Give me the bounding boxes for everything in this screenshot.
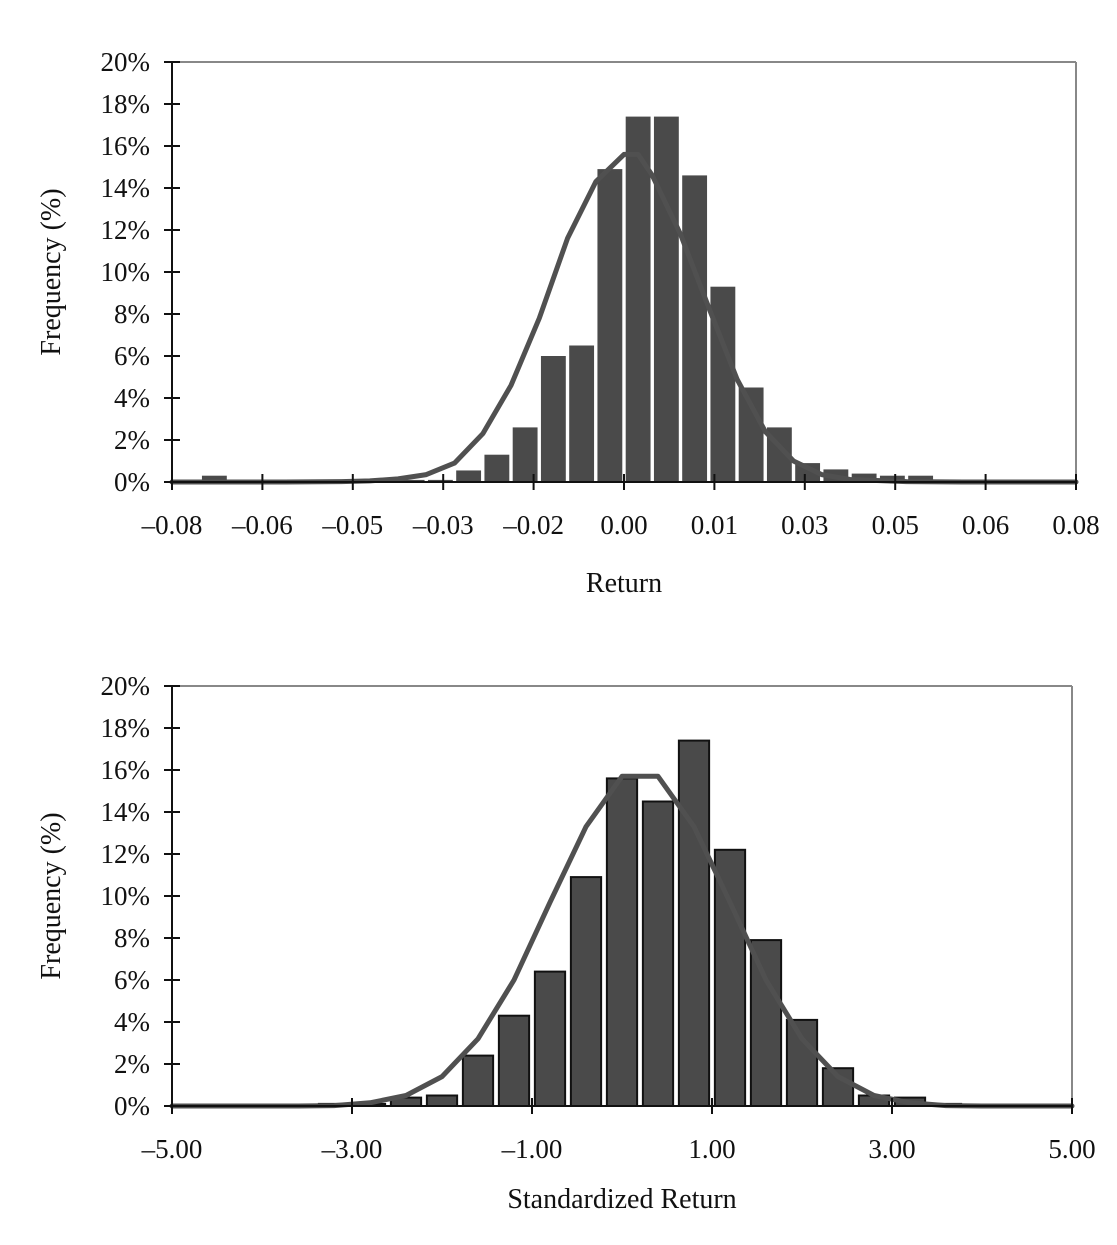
histogram-bar [795, 463, 821, 482]
x-tick-label: 3.00 [868, 1134, 915, 1164]
histogram-bar [677, 739, 711, 1107]
histogram-bar [497, 1014, 531, 1108]
histogram-bar [201, 475, 227, 482]
x-tick-label: –0.02 [502, 510, 564, 540]
histogram-bar [682, 175, 708, 482]
histogram-bar [785, 1018, 819, 1108]
y-tick-label: 10% [101, 881, 151, 911]
histogram-bar [399, 479, 425, 482]
x-tick-label: –0.06 [231, 510, 293, 540]
x-tick-label: –0.08 [141, 510, 203, 540]
histogram-bar [569, 876, 603, 1107]
normal-density-curve [169, 773, 1075, 1109]
y-tick-label: 14% [101, 173, 151, 203]
x-tick-label: 5.00 [1048, 1134, 1095, 1164]
y-tick-label: 2% [114, 1049, 150, 1079]
histogram-bar [484, 454, 510, 482]
x-tick-label: 0.05 [872, 510, 919, 540]
histogram-bar [425, 1094, 459, 1107]
x-tick-label: 0.01 [691, 510, 738, 540]
chart-return-histogram: 0% 2% 4% 6% 8% 10% 12% 14% 16% 18% 20% –0.08 –0.06 –0… [36, 47, 1100, 599]
x-tick-label: –3.00 [321, 1134, 383, 1164]
histogram-bar [540, 356, 566, 482]
y-tick-label: 8% [114, 299, 150, 329]
y-tick-label: 16% [101, 755, 151, 785]
histogram-bar [427, 479, 453, 482]
histogram-bar [908, 475, 934, 482]
y-tick-label: 8% [114, 923, 150, 953]
histogram-bar [605, 777, 639, 1108]
y-axis-title: Frequency (%) [36, 188, 67, 355]
y-tick-label: 6% [114, 965, 150, 995]
x-tick-label: –1.00 [501, 1134, 563, 1164]
histogram-bar [641, 800, 675, 1107]
y-tick-label: 16% [101, 131, 151, 161]
x-tick-label: 0.03 [781, 510, 828, 540]
y-tick-label: 0% [114, 1091, 150, 1121]
y-tick-label: 0% [114, 467, 150, 497]
y-tick-label: 4% [114, 1007, 150, 1037]
histogram-bar [512, 427, 538, 482]
y-tick-label: 6% [114, 341, 150, 371]
x-tick-label: –5.00 [141, 1134, 203, 1164]
chart-standardized-return-histogram: 0% 2% 4% 6% 8% 10% 12% 14% 16% 18% 20% –5.00 –3.00 –1… [36, 671, 1096, 1215]
x-axis-title: Standardized Return [507, 1184, 736, 1215]
x-axis-title: Return [586, 568, 662, 599]
y-tick-label: 14% [101, 797, 151, 827]
histogram-bar [461, 1054, 495, 1107]
x-tick-label: –0.03 [412, 510, 474, 540]
x-tick-label: –0.05 [321, 510, 383, 540]
y-tick-label: 12% [101, 839, 151, 869]
x-tick-label: 1.00 [688, 1134, 735, 1164]
y-tick-label: 18% [101, 713, 151, 743]
histogram-bar [653, 116, 679, 482]
x-tick-label: 0.06 [962, 510, 1009, 540]
y-tick-label: 18% [101, 89, 151, 119]
normal-density-curve [169, 151, 1079, 485]
y-tick-label: 12% [101, 215, 151, 245]
x-tick-label: 0.08 [1052, 510, 1099, 540]
x-tick-label: 0.00 [600, 510, 647, 540]
histogram-bar [569, 345, 595, 482]
y-axis-title: Frequency (%) [36, 812, 67, 979]
histogram-bar [713, 848, 747, 1107]
histogram-bar [533, 970, 567, 1107]
histogram-bar [597, 169, 623, 482]
y-tick-label: 20% [101, 671, 151, 701]
histogram-bar [625, 116, 651, 482]
y-tick-label: 4% [114, 383, 150, 413]
y-tick-label: 2% [114, 425, 150, 455]
histogram-bar [749, 939, 783, 1107]
y-tick-label: 20% [101, 47, 151, 77]
histogram-bar [456, 470, 482, 482]
y-tick-label: 10% [101, 257, 151, 287]
